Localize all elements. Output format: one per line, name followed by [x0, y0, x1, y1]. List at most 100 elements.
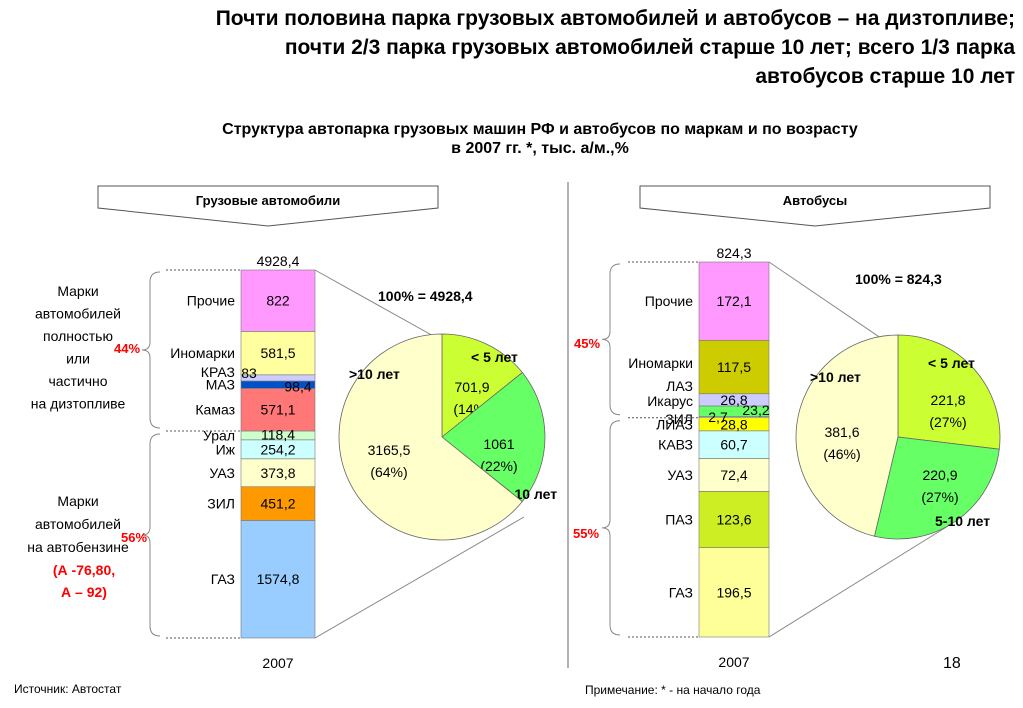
pie-value-label: 381,6: [824, 424, 859, 440]
group-label-line: автомобилей: [35, 306, 121, 322]
petrol-group-brace: [141, 433, 161, 637]
pie-slice-3: [795, 334, 899, 537]
brand-label: УАЗ: [209, 465, 235, 481]
pie-value-label: 220,9: [922, 467, 957, 483]
bar-value-label: 118,4: [261, 426, 295, 442]
bar-value-label: 581,5: [260, 345, 295, 361]
bar-value-label: 2,7: [708, 409, 728, 425]
title-line-3: автобусов старше 10 лет: [755, 65, 1015, 88]
brand-label: ГАЗ: [669, 584, 693, 600]
brand-label: ЗИЛ: [207, 496, 235, 512]
diesel-group-brace: [601, 263, 621, 416]
bar-value-label: 28,8: [720, 416, 747, 432]
brand-label: ЗИЛ: [665, 411, 693, 427]
bar-value-label: 72,4: [720, 467, 747, 483]
bar-segment-1: [698, 547, 770, 638]
bar-segment-1: [240, 520, 316, 639]
brand-label: КАВЗ: [658, 437, 693, 453]
bar-segment-9: [240, 331, 316, 376]
header-buses-box: [639, 185, 991, 227]
group-label-line: на дизтопливе: [31, 396, 126, 412]
pie-percent-label: (64%): [370, 464, 407, 480]
page-number: 18: [943, 655, 961, 672]
pie-value-label: 3165,5: [368, 442, 411, 458]
footnote: Примечание: * - на начало года: [585, 683, 761, 697]
bar-total-label: 4928,4: [257, 253, 300, 269]
pie-legend-label: 5-10 лет: [935, 513, 990, 529]
bar-value-label: 117,5: [717, 359, 751, 375]
group-label-line: Марки: [57, 283, 98, 299]
bar-value-label: 571,1: [260, 402, 295, 418]
chart-subtitle-line-1: Структура автопарка грузовых машин РФ и …: [222, 121, 858, 138]
bar-value-label: 83: [241, 365, 257, 381]
pie-connector-line: [768, 525, 949, 638]
bar-value-label: 373,8: [260, 465, 295, 481]
group-fuel-note: (А -76,80,: [53, 562, 115, 578]
bar-value-label: 1574,8: [257, 571, 300, 587]
brand-label: Иж: [216, 441, 236, 457]
brand-label: Урал: [203, 427, 235, 443]
group-label-line: Марки: [57, 493, 98, 509]
pie-connector-line: [314, 516, 525, 639]
bar-value-label: 451,2: [260, 496, 295, 512]
pie-legend-label: < 5 лет: [928, 355, 975, 371]
header-trucks-box: [97, 185, 439, 227]
source-note: Источник: Автостат: [14, 682, 122, 696]
group-label-line: полностью: [43, 328, 113, 344]
header-buses: Автобусы: [783, 193, 847, 208]
pie-legend-label: < 5 лет: [471, 349, 518, 365]
brand-label: УАЗ: [667, 467, 693, 483]
pie-slice-3: [338, 333, 523, 541]
bar-segment-9: [698, 339, 770, 395]
pie-percent-label: (27%): [921, 489, 958, 505]
bar-segment-10: [698, 261, 770, 341]
brand-label: Прочие: [645, 293, 693, 309]
brand-label: ПАЗ: [665, 511, 693, 527]
pie-legend-label: >10 лет: [349, 366, 400, 382]
pie-percent-label: (27%): [929, 414, 966, 430]
bar-value-label: 822: [266, 293, 290, 309]
brand-label: КРАЗ: [201, 364, 235, 380]
chart-subtitle-line-2: в 2007 гг. *, тыс. а/м.,%: [451, 140, 629, 157]
group-label-line: частично: [48, 373, 107, 389]
group-percent: 56%: [121, 530, 147, 545]
pie-slice-1: [441, 333, 523, 438]
title-line-1: Почти половина парка грузовых автомобиле…: [215, 7, 1015, 30]
pie-slice-2: [873, 436, 1000, 540]
page-title: Почти половина парка грузовых автомобиле…: [55, 4, 1015, 91]
pie-value-label: 221,8: [930, 392, 965, 408]
brand-label: Камаз: [195, 402, 235, 418]
group-percent: 44%: [114, 341, 140, 356]
diesel-group-brace: [141, 271, 161, 429]
bar-total-label: 824,3: [716, 245, 751, 261]
pie-value-label: 1061: [483, 436, 514, 452]
x-axis-tick-label: 2007: [262, 655, 293, 671]
brand-label: МАЗ: [206, 377, 235, 393]
brand-label: ГАЗ: [211, 571, 235, 587]
group-label-line: на автобензине: [27, 539, 129, 555]
title-line-2: почти 2/3 парка грузовых автомобилей ста…: [284, 36, 1015, 59]
group-percent: 55%: [573, 526, 599, 541]
bar-segment-3: [698, 458, 770, 492]
brand-label: ЛАЗ: [666, 378, 693, 394]
pie-value-label: 701,9: [454, 379, 489, 395]
bar-value-label: 60,7: [720, 437, 747, 453]
bar-value-label: 196,5: [716, 584, 751, 600]
group-label-line: автомобилей: [35, 516, 121, 532]
bar-value-label: 23,2: [742, 402, 769, 418]
brand-label: Иномарки: [628, 355, 693, 371]
pie-total-label: 100% = 4928,4: [378, 288, 473, 304]
bar-segment-10: [240, 269, 316, 332]
header-trucks: Грузовые автомобили: [196, 193, 340, 208]
pie-legend-label: >10 лет: [810, 369, 861, 385]
brand-label: Прочие: [187, 293, 235, 309]
brand-label: ЛИАЗ: [656, 416, 693, 432]
group-fuel-note: А – 92): [61, 584, 107, 600]
bar-value-label: 98,4: [284, 379, 311, 395]
bar-value-label: 254,2: [260, 441, 295, 457]
group-label-line: или: [66, 351, 90, 367]
pie-percent-label: (22%): [480, 458, 517, 474]
pie-percent-label: (46%): [823, 446, 860, 462]
pie-slice-1: [897, 334, 1001, 450]
